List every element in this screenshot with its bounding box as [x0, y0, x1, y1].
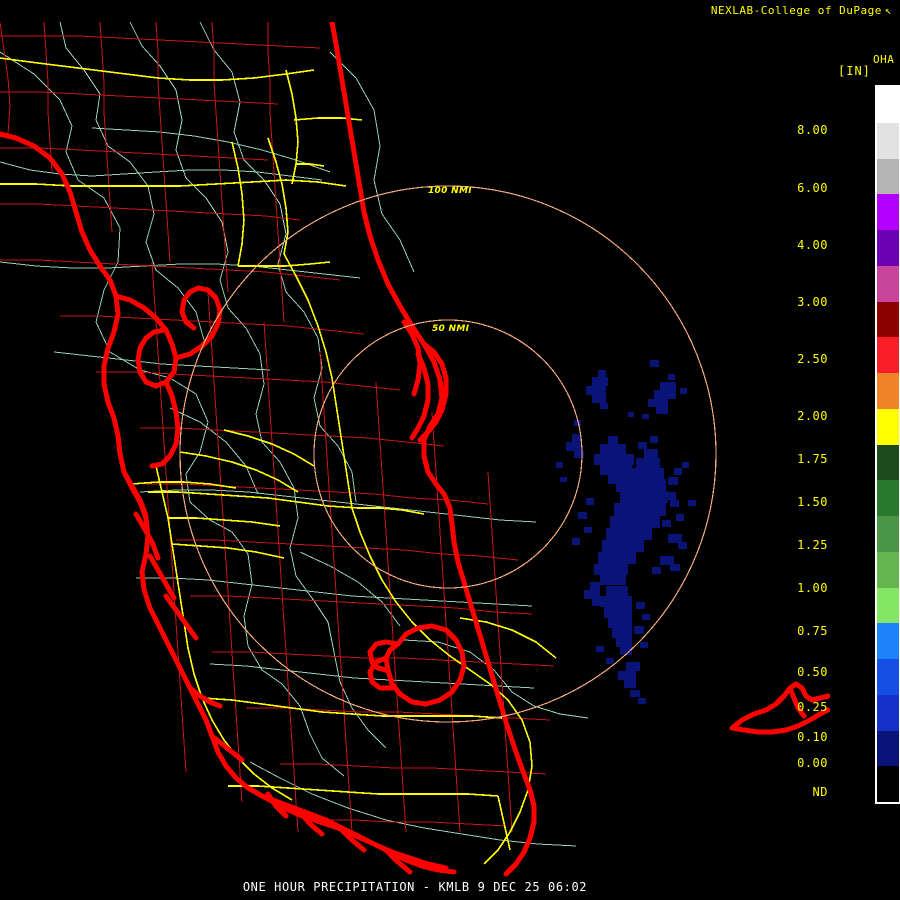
range-ring-50nmi: [313, 319, 583, 589]
brand-label: NEXLAB-College of DuPage ↖: [711, 4, 892, 17]
county-boundary-layer: [0, 22, 555, 833]
colorbar-tick-label: 6.00: [797, 180, 828, 195]
range-ring-label-100nmi: 100 NMI: [428, 186, 472, 196]
colorbar-tick-label: 0.75: [797, 623, 828, 638]
highway-layer: [0, 57, 557, 865]
colorbar-band: [877, 87, 899, 123]
coastline-layer: [0, 22, 830, 877]
colorbar-band: [877, 551, 899, 588]
colorbar-band: [877, 766, 899, 802]
colorbar-tick-label: 1.00: [797, 581, 828, 596]
colorbar-band: [877, 301, 899, 338]
colorbar-product-label: OHA: [873, 53, 895, 66]
radar-map-panel[interactable]: 100 NMI 50 NMI: [0, 22, 830, 878]
colorbar-band: [877, 730, 899, 767]
colorbar-band: [877, 444, 899, 481]
colorbar-band: [877, 194, 899, 230]
colorbar-band: [877, 623, 899, 659]
colorbar-frame: [875, 85, 900, 804]
range-ring-label-50nmi: 50 NMI: [432, 324, 470, 334]
colorbar-band: [877, 122, 899, 159]
colorbar-band: [877, 587, 899, 624]
colorbar-panel: OHA [IN] 8.00 6.00 4.00 3.00 2.50 2.00 1.75 1.5…: [797, 22, 900, 878]
colorbar-tick-label: 0.50: [797, 664, 828, 679]
colorbar-tick-label: 0.25: [797, 700, 828, 715]
colorbar-tick-label: 1.75: [797, 452, 828, 467]
colorbar-unit-label: [IN]: [838, 64, 871, 78]
colorbar-band: [877, 265, 899, 302]
external-link-icon[interactable]: ↖: [884, 4, 892, 17]
header-bar: NEXLAB-College of DuPage ↖: [0, 0, 900, 22]
colorbar-band: [877, 158, 899, 195]
colorbar-tick-label: 4.00: [797, 237, 828, 252]
colorbar-band: [877, 337, 899, 373]
colorbar-tick-label: 0.10: [797, 729, 828, 744]
footer-bar: ONE HOUR PRECIPITATION - KMLB 9 DEC 25 0…: [0, 878, 900, 900]
colorbar-tick-label: ND: [812, 784, 828, 799]
colorbar-band: [877, 230, 899, 266]
colorbar-tick-label: 3.00: [797, 295, 828, 310]
colorbar-tick-label: 1.50: [797, 495, 828, 510]
colorbar-band: [877, 516, 899, 552]
range-ring-100nmi: [179, 185, 717, 723]
range-ring-layer: [179, 185, 717, 723]
colorbar-band: [877, 408, 899, 445]
colorbar-band: [877, 480, 899, 516]
colorbar-tick-label: 0.00: [797, 756, 828, 771]
colorbar-gradient-strip: [877, 87, 899, 802]
product-title: ONE HOUR PRECIPITATION - KMLB 9 DEC 25 0…: [242, 880, 588, 894]
map-background: [0, 22, 830, 878]
colorbar-band: [877, 659, 899, 695]
precipitation-echo-layer: [556, 360, 696, 704]
colorbar-band: [877, 694, 899, 731]
map-canvas: [0, 22, 830, 878]
brand-text: NEXLAB-College of DuPage: [710, 4, 882, 17]
colorbar-tick-label: 2.50: [797, 352, 828, 367]
colorbar-band: [877, 373, 899, 409]
colorbar-tick-label: 8.00: [797, 123, 828, 138]
colorbar-tick-label: 2.00: [797, 409, 828, 424]
colorbar-tick-label: 1.25: [797, 538, 828, 553]
